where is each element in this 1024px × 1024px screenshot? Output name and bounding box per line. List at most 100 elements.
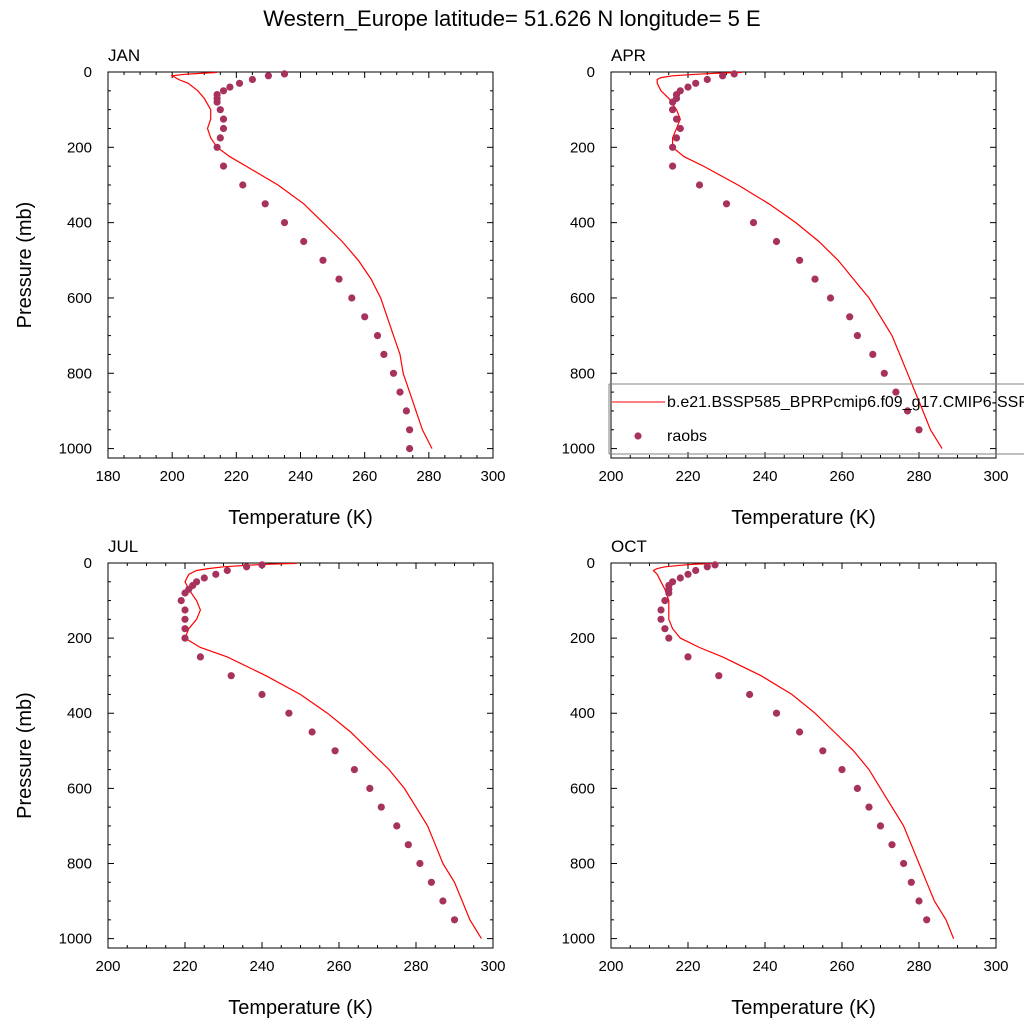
raobs-point [300,237,308,246]
model-line [184,562,482,939]
raobs-point [676,574,684,582]
raobs-point [811,275,819,283]
raobs-point [915,897,923,905]
raobs-point [243,563,251,571]
legend: b.e21.BSSP585_BPRPcmip6.f09_g17.CMIP6-SS… [608,383,1024,455]
panels: 180 200 220 240 260 280 300 0 200 400 600 800 1000 JA… [14,46,1009,1019]
raobs-point [661,625,669,633]
raobs-point [226,83,234,91]
y-tick-label: 800 [67,855,92,872]
x-tick-label: 240 [288,468,313,485]
panel-jan: 180 200 220 240 260 280 300 0 200 400 600 800 1000 JA… [14,46,506,529]
x-tick-label: 240 [752,958,777,975]
raobs-point [657,615,665,623]
raobs-point [711,561,719,569]
raobs-point [213,143,221,151]
y-tick-label: 400 [67,215,92,232]
raobs-point [672,115,681,123]
raobs-point [676,124,684,133]
raobs-point [331,747,339,755]
y-tick-label: 1000 [562,441,595,458]
raobs-point [880,369,888,377]
y-tick-label: 200 [570,630,595,647]
raobs-point [819,747,827,755]
panel-label: APR [611,46,646,65]
panel-jul: 200 220 240 260 280 300 0 200 400 600 800 1000 JUL Te… [14,537,506,1019]
raobs-point [212,570,220,578]
raobs-point [772,237,781,246]
x-tick-label: 220 [172,958,197,975]
y-tick-label: 600 [570,290,595,307]
raobs-point [669,106,677,114]
raobs-point [404,841,412,849]
raobs-point [865,803,873,811]
raobs-point [923,916,931,924]
raobs-point [181,589,189,597]
raobs-point [216,134,224,142]
raobs-point [749,219,758,227]
x-tick-label: 260 [352,468,377,485]
y-tick-label: 200 [67,139,92,156]
figure-title: Western_Europe latitude= 51.626 N longit… [263,6,760,31]
x-tick-label: 280 [906,468,931,485]
raobs-point [853,784,862,793]
raobs-point [350,766,358,774]
raobs-point [703,75,711,84]
raobs-point [177,597,185,605]
raobs-point [719,72,727,80]
raobs-point [853,332,862,340]
y-tick-label: 600 [67,290,92,307]
raobs-point [692,566,700,575]
raobs-point [377,803,385,811]
raobs-point [181,634,189,642]
raobs-point [684,570,692,578]
raobs-point [308,728,316,736]
panel-label: OCT [611,537,647,556]
x-tick-label: 200 [95,958,120,975]
raobs-point [200,574,208,582]
raobs-point [361,313,369,321]
raobs-point [380,350,388,358]
raobs-point [406,445,414,453]
raobs-point [692,79,700,87]
raobs-point [730,70,738,78]
raobs-point [258,690,266,699]
raobs-point [235,79,244,87]
y-tick-label: 0 [587,64,595,81]
raobs-point [450,916,459,924]
y-tick-label: 200 [67,630,92,647]
y-tick-label: 0 [84,555,92,572]
raobs-point [915,426,923,434]
raobs-point [772,709,781,717]
raobs-point [285,709,293,717]
raobs-point [657,606,665,614]
raobs-point [416,859,424,868]
x-tick-label: 200 [598,468,623,485]
raobs-point [219,87,228,95]
raobs-point [669,162,677,170]
raobs-point [181,625,189,633]
x-axis-title: Temperature (K) [731,507,876,529]
raobs-point [669,143,677,151]
raobs-point [223,566,231,575]
x-tick-label: 280 [403,958,428,975]
model-line [170,71,433,449]
x-tick-label: 300 [480,958,505,975]
x-tick-label: 260 [829,958,854,975]
x-tick-label: 260 [326,958,351,975]
panel-label: JUL [108,537,138,556]
raobs-point [219,162,228,170]
raobs-point [389,369,398,377]
x-tick-label: 240 [752,468,777,485]
raobs-point [826,294,835,302]
raobs-point [684,83,692,91]
x-axis-title: Temperature (K) [228,507,373,529]
x-tick-label: 200 [160,468,185,485]
raobs-point [427,878,435,886]
legend-raobs-swatch [634,432,642,440]
raobs-point [869,350,877,358]
y-tick-label: 400 [570,705,595,722]
y-axis-title: Pressure (mb) [14,692,36,819]
panel-apr: 200 220 240 260 280 300 0 200 400 600 800 1000 APR Te… [562,46,1009,529]
x-tick-label: 260 [829,468,854,485]
